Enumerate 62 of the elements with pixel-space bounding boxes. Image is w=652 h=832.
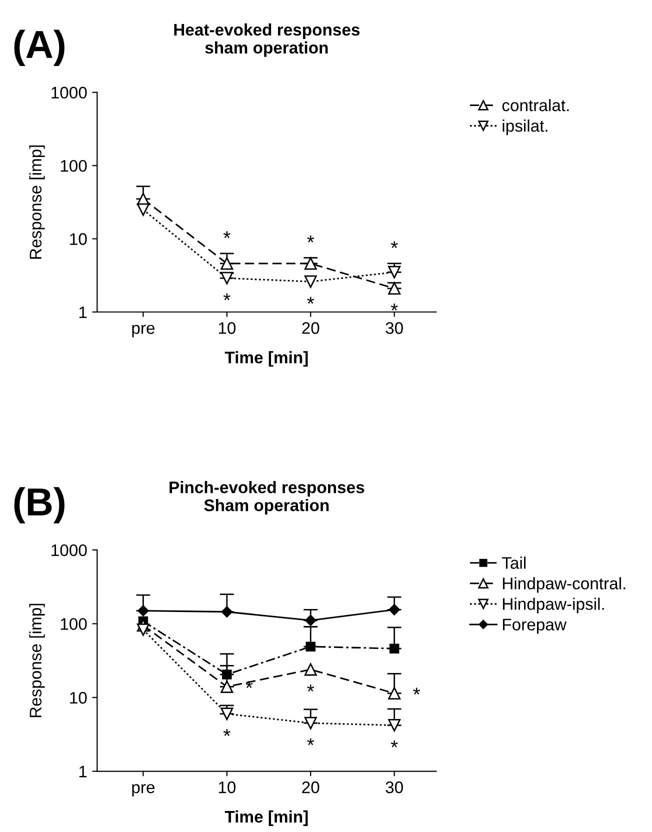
- annotation: *: [223, 231, 230, 238]
- x-axis-title: Time [min]: [224, 351, 308, 367]
- point: [220, 708, 234, 720]
- annotation: *: [307, 738, 314, 746]
- point: [388, 719, 401, 732]
- chart-title: Pinch-evoked responses Sham operation: [170, 481, 364, 515]
- x-tick-label: 10: [218, 322, 236, 334]
- legend-label: Tail: [502, 556, 526, 569]
- x-tick-label: pre: [132, 784, 154, 797]
- y-tick-label: 1: [79, 766, 87, 778]
- point: [220, 257, 234, 270]
- point: [136, 623, 150, 636]
- annotation: *: [413, 688, 420, 695]
- annotation: *: [390, 241, 398, 248]
- y-tick-label: 1000: [52, 544, 87, 556]
- point: [389, 644, 400, 654]
- point: [388, 604, 400, 616]
- point: [388, 687, 401, 700]
- point: [388, 266, 401, 278]
- y-tick-label: 1: [79, 306, 87, 318]
- point: [388, 282, 401, 295]
- legend-label: Hindpaw-ipsil.: [503, 598, 604, 614]
- point: [221, 606, 233, 618]
- x-tick-label: 20: [302, 781, 320, 794]
- x-tick-label: 10: [218, 781, 236, 794]
- annotation: *: [390, 740, 398, 748]
- y-tick-label: 100: [60, 160, 87, 172]
- legend-label: Hindpaw-contral.: [503, 577, 626, 593]
- point: [304, 275, 317, 288]
- x-tick-label: 30: [386, 781, 403, 794]
- point: [138, 605, 149, 616]
- y-axis-title: Response [imp]: [29, 145, 45, 259]
- y-tick-label: 1000: [52, 86, 87, 99]
- point: [220, 272, 234, 284]
- annotation: *: [307, 236, 314, 242]
- x-tick-label: 20: [302, 322, 320, 334]
- point: [304, 663, 317, 676]
- x-tick-label: 30: [386, 322, 403, 334]
- text: (B): [14, 487, 64, 524]
- point: [304, 257, 317, 270]
- point: [304, 716, 317, 730]
- x-axis-title: Time [min]: [224, 810, 308, 826]
- annotation: *: [307, 296, 314, 304]
- annotation: *: [390, 304, 398, 310]
- y-tick-label: 10: [70, 233, 87, 245]
- point: [222, 670, 232, 680]
- point: [136, 203, 150, 216]
- x-tick-label: pre: [132, 324, 154, 338]
- legend-label: contralat.: [502, 99, 569, 112]
- legend-label: Forepaw: [503, 618, 567, 634]
- y-axis-title: Response [imp]: [29, 604, 45, 718]
- point: [305, 614, 316, 626]
- chart-title: Heat-evoked responses sham operation: [174, 23, 360, 57]
- legend-label: ipsilat.: [502, 120, 548, 136]
- y-tick-label: 100: [60, 618, 87, 630]
- annotation: *: [307, 684, 314, 692]
- text: (A): [14, 30, 64, 66]
- point: [306, 642, 316, 652]
- point: [220, 680, 234, 693]
- y-tick-label: 10: [70, 692, 87, 704]
- annotation: *: [223, 293, 230, 300]
- annotation: *: [223, 729, 230, 736]
